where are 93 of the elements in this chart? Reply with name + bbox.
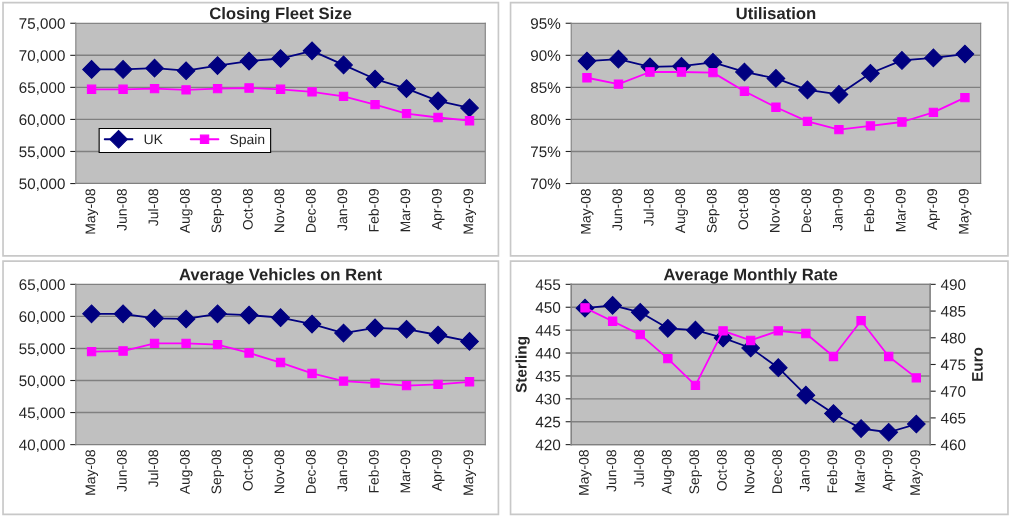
legend-label: Spain (230, 134, 265, 147)
x-tick-label: Dec-08 (772, 450, 782, 494)
y-tick-label: 75,000 (19, 18, 65, 31)
x-tick-label: Sep-08 (211, 450, 225, 494)
y-tick-label: 65,000 (19, 279, 65, 292)
y-tick-label: 95% (530, 18, 561, 29)
x-tick-label: Aug-08 (179, 189, 193, 234)
x-tick-label: Dec-08 (801, 189, 812, 233)
x-tick-label: Jul-08 (148, 450, 159, 488)
y-tick-label: 75% (531, 146, 561, 158)
x-tick-label: Feb-09 (827, 450, 838, 493)
y-tick-label: 55,000 (19, 146, 65, 159)
y2-tick-label: 470 (940, 386, 966, 397)
y-tick-label: 450 (535, 302, 561, 313)
y-tick-label: 50,000 (19, 375, 65, 388)
x-tick-label: Oct-08 (242, 189, 253, 230)
x-tick-label: Nov-08 (744, 450, 755, 494)
y-tick-label: 445 (535, 325, 561, 336)
y2-tick-label: 485 (940, 305, 966, 317)
x-tick-label: Aug-08 (675, 189, 688, 234)
x-tick-label: Mar-09 (400, 450, 411, 493)
legend-label: UK (144, 134, 163, 145)
x-tick-label: Nov-08 (274, 450, 285, 494)
x-tick-label: Aug-08 (179, 450, 193, 495)
x-tick-label: May-09 (910, 450, 923, 495)
y2-tick-label: 490 (940, 279, 966, 291)
y-tick-label: 65,000 (19, 82, 65, 95)
y-tick-label: 435 (535, 370, 561, 382)
y-tick-label: 430 (535, 393, 561, 405)
x-tick-label: Jun-08 (116, 189, 127, 231)
y-tick-label: 85% (530, 82, 561, 94)
x-tick-label: Jun-08 (606, 450, 617, 492)
x-tick-label: Apr-09 (882, 450, 896, 492)
chart-title: Closing Fleet Size (209, 7, 352, 23)
x-tick-label: Nov-08 (274, 189, 285, 233)
y-tick-label: 55,000 (19, 343, 65, 356)
y-tick-label: 455 (535, 279, 561, 291)
x-tick-label: May-09 (958, 189, 972, 234)
x-tick-label: Apr-09 (431, 189, 445, 231)
x-tick-label: Feb-09 (368, 450, 379, 493)
x-tick-label: Oct-08 (716, 450, 727, 491)
x-tick-label: Jun-08 (612, 189, 623, 231)
y2-tick-label: 475 (940, 359, 966, 371)
x-tick-label: May-08 (578, 450, 592, 495)
x-tick-label: Jul-08 (643, 189, 654, 226)
y2-tick-label: 465 (940, 412, 966, 424)
y2-tick-label: 460 (940, 439, 966, 451)
x-tick-label: Sep-08 (706, 189, 720, 233)
chart-title: Average Monthly Rate (663, 268, 838, 284)
y-tick-label: 80% (530, 114, 561, 126)
x-tick-label: Dec-08 (305, 189, 316, 233)
x-tick-label: Sep-08 (689, 450, 702, 494)
x-tick-label: Jan-09 (337, 450, 348, 492)
x-tick-label: Jun-08 (116, 450, 127, 492)
y-tick-label: 60,000 (19, 114, 65, 127)
y-tick-label: 45,000 (19, 407, 65, 421)
x-tick-label: Dec-08 (305, 450, 316, 494)
x-tick-label: Jul-08 (148, 189, 159, 226)
chart-title: Average Vehicles on Rent (179, 268, 382, 284)
x-tick-label: Aug-08 (661, 450, 675, 495)
y-tick-label: 50,000 (19, 178, 65, 192)
x-tick-label: Jan-09 (799, 450, 810, 492)
x-tick-label: Mar-09 (854, 450, 865, 493)
y-tick-label: 70,000 (19, 50, 65, 63)
x-tick-label: Mar-09 (400, 189, 411, 232)
y-tick-label: 425 (535, 416, 561, 428)
x-tick-label: Oct-08 (738, 189, 749, 230)
x-tick-label: May-09 (463, 189, 477, 234)
y-tick-label: 70% (531, 178, 561, 190)
x-tick-label: May-08 (85, 189, 99, 234)
y-tick-label: 90% (530, 50, 561, 62)
x-tick-label: Nov-08 (769, 189, 780, 233)
y-tick-label: 440 (535, 347, 561, 359)
x-tick-label: Jul-08 (633, 450, 644, 488)
x-tick-label: May-08 (580, 189, 594, 234)
y2-axis-title: Euro (972, 347, 983, 381)
x-tick-label: Oct-08 (242, 450, 253, 491)
x-tick-label: Feb-09 (863, 189, 875, 232)
x-tick-label: Jan-09 (337, 189, 348, 231)
x-tick-label: Mar-09 (895, 189, 906, 232)
y-axis-title: Sterling (515, 337, 530, 393)
y-tick-label: 420 (535, 439, 561, 451)
y2-tick-label: 480 (940, 332, 966, 344)
x-tick-label: Sep-08 (211, 189, 225, 233)
x-tick-label: May-08 (85, 450, 99, 495)
x-tick-label: Apr-09 (927, 189, 940, 231)
x-tick-label: May-09 (463, 450, 477, 495)
y-tick-label: 40,000 (19, 439, 65, 453)
x-tick-label: Feb-09 (368, 189, 379, 232)
x-tick-label: Jan-09 (832, 189, 843, 231)
chart-title: Utilisation (736, 7, 816, 20)
x-tick-label: Apr-09 (431, 450, 445, 492)
y-tick-label: 60,000 (19, 311, 65, 324)
